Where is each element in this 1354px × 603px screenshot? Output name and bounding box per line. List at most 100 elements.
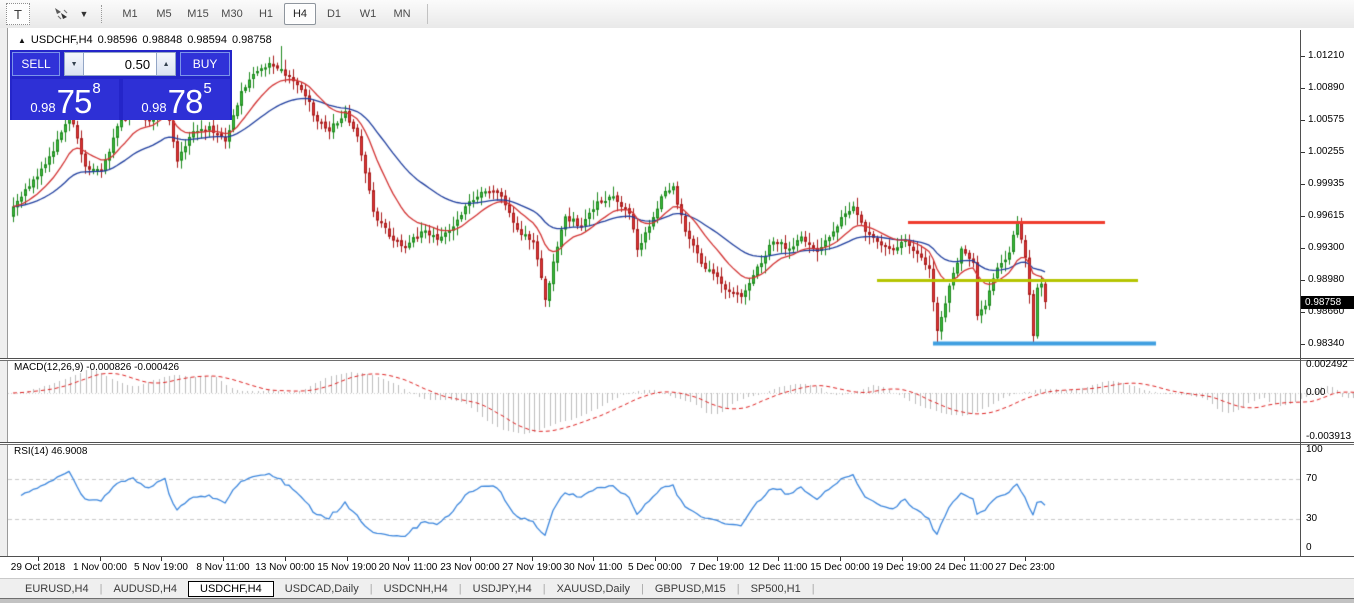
time-axis-tick <box>532 557 533 561</box>
timeframe-button-h1[interactable]: H1 <box>258 8 274 20</box>
timeframe-button-mn[interactable]: MN <box>393 8 411 20</box>
chart-tab-audusd-h4[interactable]: AUDUSD,H4 <box>113 582 178 595</box>
objects-dropdown-caret[interactable]: ▼ <box>79 9 89 19</box>
time-axis-label: 27 Nov 19:00 <box>502 562 562 573</box>
symbol-period-label: USDCHF,H4 <box>30 34 93 46</box>
timeframe-button-m5[interactable]: M5 <box>156 8 172 20</box>
time-axis-tick <box>778 557 779 561</box>
time-axis-tick <box>38 557 39 561</box>
ohlc-close: 0.98758 <box>231 34 272 46</box>
panel-separator[interactable] <box>0 358 1354 361</box>
macd-label: MACD(12,26,9) -0.000826 -0.000426 <box>14 362 180 373</box>
buy-price-big-digits: 78 <box>167 83 204 120</box>
price-axis-tick <box>1301 312 1305 313</box>
time-axis-tick <box>408 557 409 561</box>
volume-decrease-button[interactable]: ▼ <box>64 52 85 76</box>
time-axis-label: 13 Nov 00:00 <box>255 562 315 573</box>
time-axis-label: 7 Dec 19:00 <box>690 562 744 573</box>
chart-window: ▲ USDCHF,H4 0.98596 0.98848 0.98594 0.98… <box>0 28 1354 603</box>
sell-button[interactable]: SELL <box>12 52 61 76</box>
macd-axis-label: -0.003913 <box>1306 431 1352 442</box>
tab-separator: | <box>811 582 815 595</box>
top-toolbar: T ▼ M1 M5 M15 M30 H1 H4 D1 W1 MN <box>0 0 1354 29</box>
price-axis-label: 1.00890 <box>1308 82 1345 93</box>
price-axis-label: 1.00575 <box>1308 114 1345 125</box>
macd-axis-label: 0.002492 <box>1306 359 1348 370</box>
price-axis-label: 0.99300 <box>1308 242 1345 253</box>
chart-tab-sp500-h1[interactable]: SP500,H1 <box>750 582 801 595</box>
tab-separator: | <box>369 582 373 595</box>
macd-axis-label: 0.00 <box>1306 387 1326 398</box>
volume-stepper: ▼ 0.50 ▲ <box>64 52 177 76</box>
time-axis-label: 29 Oct 2018 <box>10 562 66 573</box>
time-axis-tick <box>285 557 286 561</box>
macd-indicator-canvas[interactable] <box>8 361 1354 442</box>
buy-price-prefix: 0.98 <box>141 100 167 115</box>
objects-icon <box>55 8 68 20</box>
timeframe-button-d1[interactable]: D1 <box>326 8 342 20</box>
price-axis-tick <box>1301 248 1305 249</box>
price-axis-tick <box>1301 216 1305 217</box>
rsi-axis-label: 100 <box>1306 444 1323 455</box>
buy-button[interactable]: BUY <box>180 52 230 76</box>
time-axis-tick <box>223 557 224 561</box>
time-axis-tick <box>717 557 718 561</box>
window-left-edge <box>0 28 8 603</box>
chart-tab-usdchf-h4[interactable]: USDCHF,H4 <box>188 580 274 597</box>
price-axis-tick <box>1301 152 1305 153</box>
time-axis-label: 8 Nov 11:00 <box>196 562 250 573</box>
panel-separator[interactable] <box>0 442 1354 445</box>
time-axis-label: 1 Nov 00:00 <box>73 562 127 573</box>
timeframe-button-m15[interactable]: M15 <box>187 8 209 20</box>
sell-price-big-digits: 75 <box>56 83 93 120</box>
chart-title: ▲ USDCHF,H4 0.98596 0.98848 0.98594 0.98… <box>18 34 272 46</box>
volume-field[interactable]: 0.50 <box>84 52 157 76</box>
price-axis-tick <box>1301 88 1305 89</box>
time-axis-tick <box>161 557 162 561</box>
toolbar-separator <box>427 4 428 24</box>
trade-panel-collapse-icon[interactable]: ▲ <box>18 35 26 45</box>
trade-panel-controls: SELL ▼ 0.50 ▲ BUY <box>12 52 230 76</box>
timeframe-button-w1[interactable]: W1 <box>359 8 377 20</box>
chart-tab-usdcad-daily[interactable]: USDCAD,Daily <box>284 582 359 595</box>
rsi-axis-label: 0 <box>1306 542 1312 553</box>
text-tool-button[interactable]: T <box>6 3 30 25</box>
buy-price-button[interactable]: 0.98 78 5 <box>123 79 230 120</box>
objects-tool-button[interactable] <box>46 4 76 24</box>
time-axis-label: 15 Nov 19:00 <box>317 562 377 573</box>
time-axis-tick <box>964 557 965 561</box>
time-axis-label: 27 Dec 23:00 <box>995 562 1055 573</box>
sell-price-button[interactable]: 0.98 75 8 <box>12 79 119 120</box>
chart-tab-eurusd-h4[interactable]: EURUSD,H4 <box>25 582 89 595</box>
timeframe-group: M1 M5 M15 M30 H1 H4 D1 W1 MN <box>113 3 419 25</box>
chart-tab-xauusd-daily[interactable]: XAUUSD,Daily <box>556 582 630 595</box>
time-axis-tick <box>593 557 594 561</box>
time-axis-label: 30 Nov 11:00 <box>563 562 623 573</box>
chart-tab-gbpusd-m15[interactable]: GBPUSD,M15 <box>654 582 726 595</box>
time-axis-label: 20 Nov 11:00 <box>378 562 438 573</box>
timeframe-button-m1[interactable]: M1 <box>122 8 138 20</box>
price-axis-label: 0.98660 <box>1308 306 1345 317</box>
time-axis-label: 5 Dec 00:00 <box>628 562 682 573</box>
chart-tab-usdjpy-h4[interactable]: USDJPY,H4 <box>472 582 532 595</box>
rsi-indicator-canvas[interactable] <box>8 445 1300 555</box>
time-axis-tick <box>347 557 348 561</box>
timeframe-button-m30[interactable]: M30 <box>221 8 243 20</box>
time-axis-label: 15 Dec 00:00 <box>810 562 870 573</box>
time-axis-tick <box>902 557 903 561</box>
rsi-axis-label: 30 <box>1306 513 1318 524</box>
price-axis-tick <box>1301 344 1305 345</box>
price-axis-label: 0.98340 <box>1308 338 1345 349</box>
timeframe-button-h4[interactable]: H4 <box>284 3 316 25</box>
current-price-tag: 0.98758 <box>1301 296 1354 309</box>
chart-tab-usdcnh-h4[interactable]: USDCNH,H4 <box>383 582 448 595</box>
tab-separator: | <box>736 582 740 595</box>
price-axis-tick <box>1301 120 1305 121</box>
tab-separator: | <box>99 582 103 595</box>
tab-separator: | <box>458 582 462 595</box>
price-axis-tick <box>1301 56 1305 57</box>
bottom-strip <box>0 598 1354 603</box>
time-axis-label: 19 Dec 19:00 <box>872 562 932 573</box>
volume-increase-button[interactable]: ▲ <box>156 52 177 76</box>
price-axis-tick <box>1301 280 1305 281</box>
